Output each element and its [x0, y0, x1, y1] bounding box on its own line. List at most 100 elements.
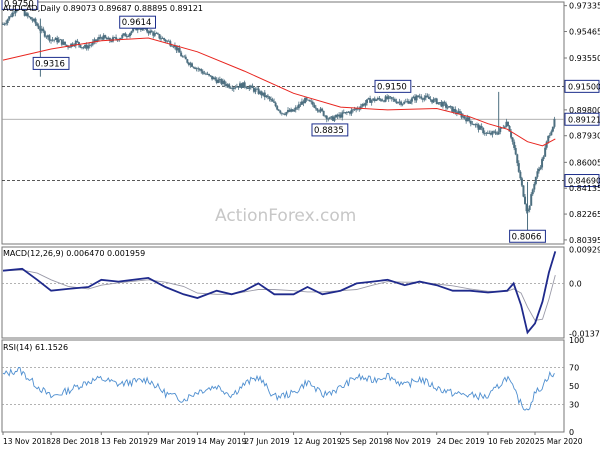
candle-body: [29, 17, 32, 20]
candle: [2, 22, 4, 25]
candle: [288, 108, 291, 113]
candle-body: [417, 95, 420, 97]
candle: [370, 99, 373, 106]
candle: [398, 98, 401, 106]
candle-body: [536, 171, 539, 177]
candle: [99, 34, 102, 40]
candle: [211, 75, 214, 81]
candle: [181, 55, 184, 58]
candle: [104, 34, 107, 39]
candle-body: [418, 96, 421, 98]
candle: [335, 114, 338, 118]
candle: [375, 98, 378, 102]
candle-body: [362, 104, 365, 106]
candle: [366, 99, 369, 106]
candle-body: [516, 154, 519, 164]
candle-body: [392, 98, 395, 100]
candle: [350, 107, 353, 116]
candle-body: [330, 116, 333, 118]
candle-body: [375, 99, 378, 101]
rsi-tick-label: 70: [569, 364, 579, 373]
candle-body: [251, 85, 254, 89]
candle-body: [80, 47, 83, 49]
candle-body: [266, 95, 269, 97]
candle: [159, 35, 162, 42]
candle: [11, 11, 14, 18]
candle-body: [204, 73, 207, 75]
candle: [519, 170, 522, 181]
candle: [79, 44, 82, 49]
candle-body: [539, 167, 542, 169]
candle-body: [111, 37, 114, 42]
candle: [107, 36, 110, 40]
candle-body: [59, 39, 62, 41]
candle-body: [85, 44, 88, 49]
candle-body: [252, 88, 255, 92]
candle-body: [156, 33, 159, 35]
candle: [465, 116, 468, 124]
candle: [56, 35, 59, 45]
candle: [246, 86, 249, 89]
candle-body: [130, 31, 133, 34]
candle: [367, 97, 370, 100]
candle: [432, 97, 435, 103]
candle: [364, 100, 367, 108]
candle-body: [361, 104, 364, 107]
candle-body: [551, 126, 554, 132]
candle: [243, 80, 246, 89]
candle: [475, 122, 478, 128]
candle-body: [28, 16, 31, 18]
candle-body: [333, 117, 336, 121]
candle: [163, 37, 166, 42]
candle: [201, 69, 204, 75]
candle-body: [553, 118, 556, 127]
candle: [183, 54, 186, 58]
candle-body: [497, 132, 500, 135]
candle-body: [302, 101, 305, 104]
candle: [393, 97, 396, 103]
candle-body: [505, 121, 508, 127]
candle-body: [159, 38, 162, 40]
candle: [76, 38, 79, 43]
candle-body: [384, 96, 387, 102]
candle-body: [291, 109, 294, 112]
candle-body: [336, 114, 339, 117]
candle-body: [395, 101, 398, 104]
candle: [285, 111, 288, 117]
candle-body: [242, 82, 245, 88]
date-tick-label: 29 Mar 2019: [148, 437, 196, 446]
candle-body: [79, 44, 82, 48]
candle-body: [184, 56, 187, 60]
candle-body: [325, 115, 328, 120]
candle-body: [48, 35, 51, 41]
candle: [491, 130, 494, 138]
candle-body: [167, 40, 170, 42]
candle: [167, 39, 170, 42]
candle: [186, 58, 189, 64]
candle-body: [499, 128, 502, 133]
price-tick-label: 0.87930: [569, 132, 600, 141]
candle: [520, 176, 523, 188]
candle: [463, 116, 466, 120]
candle-body: [122, 33, 125, 35]
annotation-box: [311, 123, 349, 137]
candle: [242, 82, 245, 89]
candle: [252, 87, 255, 94]
candle-body: [294, 107, 297, 110]
candle-body: [427, 96, 430, 100]
candle-body: [327, 118, 330, 120]
candle: [445, 101, 448, 111]
price-tick-label: 0.86005: [569, 158, 600, 167]
rsi-line: [2, 367, 555, 411]
candle-body: [132, 27, 135, 32]
candle: [457, 108, 460, 115]
candle: [251, 83, 254, 89]
candle-body: [129, 33, 132, 37]
candle: [531, 188, 534, 196]
rsi-tick-label: 50: [569, 382, 579, 391]
candle-body: [211, 75, 214, 80]
candle: [378, 96, 381, 101]
candle: [192, 66, 195, 69]
candle: [152, 31, 155, 39]
candle-body: [479, 126, 482, 130]
